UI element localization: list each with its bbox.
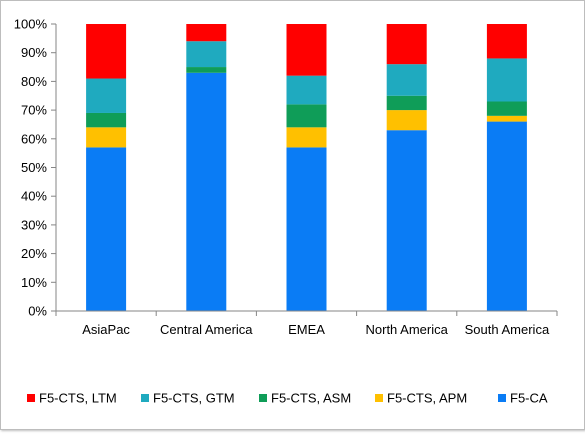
legend-label: F5-CTS, GTM	[153, 391, 235, 406]
y-tick-label: 50%	[21, 160, 47, 175]
bar-segment	[186, 67, 227, 73]
bar-segment	[486, 115, 527, 122]
y-tick-label: 70%	[21, 103, 47, 118]
y-tick-label: 10%	[21, 275, 47, 290]
bar-segment	[86, 147, 127, 311]
bar-segment	[386, 95, 427, 111]
bar-segment	[286, 75, 327, 105]
bar-segment	[486, 101, 527, 116]
x-tick-label: Central America	[160, 322, 253, 337]
legend: F5-CTS, LTM F5-CTS, GTM F5-CTS, ASM F5-CTS,…	[27, 391, 548, 406]
x-tick-label: EMEA	[288, 322, 325, 337]
bar-segment	[286, 127, 327, 148]
bar-segment	[186, 41, 227, 68]
y-tick-label: 40%	[21, 189, 47, 204]
y-axis: 0% 10% 20% 30% 40% 50% 60% 70% 80% 90% 100%	[14, 17, 57, 319]
y-tick-label: 30%	[21, 217, 47, 232]
bar-segment	[286, 147, 327, 311]
legend-label: F5-CTS, APM	[387, 391, 467, 406]
y-tick-label: 20%	[21, 246, 47, 261]
bar-segment	[386, 110, 427, 131]
bar-segment	[386, 24, 427, 65]
x-tick-label: AsiaPac	[82, 322, 130, 337]
y-tick-label: 80%	[21, 74, 47, 89]
x-tick-label: South America	[465, 322, 550, 337]
bar-segment	[386, 130, 427, 311]
bars	[86, 24, 527, 311]
bar-segment	[86, 24, 127, 79]
legend-swatch	[259, 394, 267, 402]
y-tick-label: 0%	[28, 304, 47, 319]
legend-swatch	[27, 394, 35, 402]
bar-segment	[486, 58, 527, 102]
bar-segment	[286, 104, 327, 128]
y-tick-label: 100%	[14, 17, 48, 32]
legend-swatch	[141, 394, 149, 402]
legend-label: F5-CA	[510, 391, 548, 406]
legend-label: F5-CTS, ASM	[271, 391, 351, 406]
bar-segment	[186, 72, 227, 311]
bar-segment	[286, 24, 327, 76]
y-tick-label: 90%	[21, 45, 47, 60]
x-axis: AsiaPac Central America EMEA North America S…	[55, 310, 558, 337]
legend-label: F5-CTS, LTM	[39, 391, 117, 406]
legend-swatch	[498, 394, 506, 402]
x-tick-label: North America	[366, 322, 449, 337]
bar-segment	[486, 24, 527, 59]
bar-segment	[86, 112, 127, 128]
legend-swatch	[375, 394, 383, 402]
bar-segment	[86, 78, 127, 113]
bar-segment	[86, 127, 127, 148]
bar-segment	[486, 121, 527, 311]
bar-segment	[386, 64, 427, 96]
y-tick-label: 60%	[21, 131, 47, 146]
bar-segment	[186, 24, 227, 42]
